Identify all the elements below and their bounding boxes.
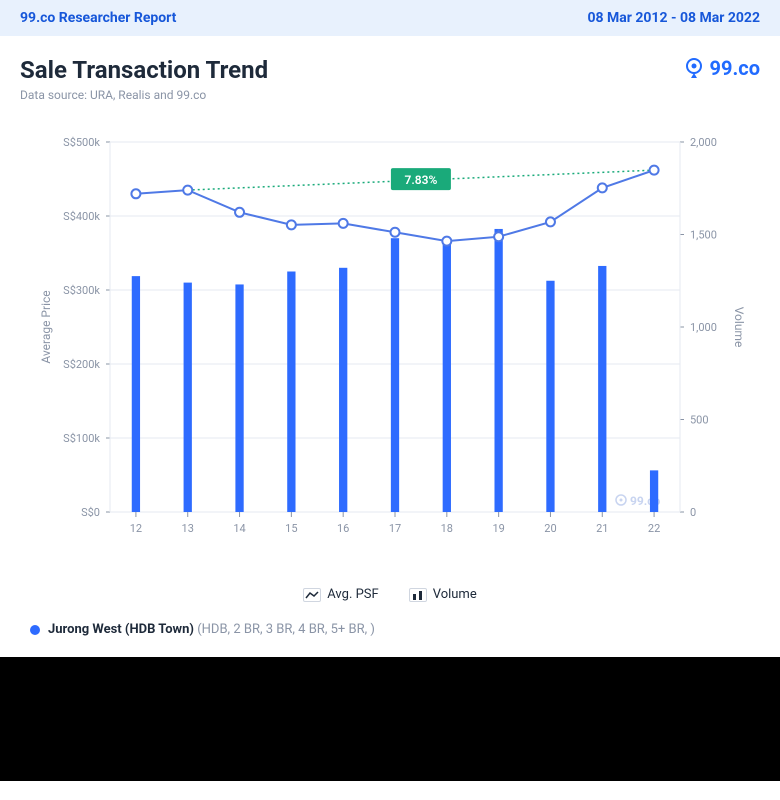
legend-avg-psf[interactable]: Avg. PSF: [303, 587, 378, 602]
svg-text:S$100k: S$100k: [63, 432, 100, 445]
svg-text:16: 16: [337, 522, 349, 535]
svg-text:Average Price: Average Price: [39, 290, 53, 363]
legend-volume-label: Volume: [433, 587, 477, 602]
svg-text:21: 21: [596, 522, 608, 535]
brand-logo: 99.co: [682, 56, 760, 80]
logo-text: 99.co: [710, 56, 760, 80]
content: Sale Transaction Trend Data source: URA,…: [0, 36, 780, 102]
transaction-chart: S$0 S$100k S$200k S$300k S$400k S$500k 0 500 1,0…: [20, 132, 760, 572]
legend: Avg. PSF Volume: [0, 587, 780, 602]
header-date-range: 08 Mar 2012 - 08 Mar 2022: [587, 10, 760, 26]
svg-text:7.83%: 7.83%: [404, 173, 437, 187]
svg-text:19: 19: [492, 522, 504, 535]
page-title: Sale Transaction Trend: [20, 56, 268, 84]
series-sub: (HDB, 2 BR, 3 BR, 4 BR, 5+ BR, ): [197, 622, 375, 637]
svg-text:20: 20: [544, 522, 556, 535]
svg-text:14: 14: [233, 522, 245, 535]
title-block: Sale Transaction Trend Data source: URA,…: [20, 56, 268, 102]
footer-region: [0, 657, 780, 781]
svg-text:17: 17: [389, 522, 401, 535]
line-icon: [303, 588, 321, 602]
legend-avg-psf-label: Avg. PSF: [327, 587, 378, 602]
svg-text:1,000: 1,000: [690, 321, 717, 334]
series-name: Jurong West (HDB Town): [48, 622, 194, 637]
svg-text:S$300k: S$300k: [63, 284, 100, 297]
data-source: Data source: URA, Realis and 99.co: [20, 88, 268, 102]
svg-text:15: 15: [285, 522, 297, 535]
svg-text:500: 500: [690, 414, 709, 427]
svg-text:S$200k: S$200k: [63, 358, 100, 371]
title-row: Sale Transaction Trend Data source: URA,…: [20, 56, 760, 102]
svg-text:S$500k: S$500k: [63, 136, 100, 149]
svg-text:S$400k: S$400k: [63, 210, 100, 223]
header-title: 99.co Researcher Report: [20, 10, 176, 26]
svg-text:13: 13: [182, 522, 194, 535]
svg-text:12: 12: [130, 522, 142, 535]
svg-text:0: 0: [690, 506, 696, 519]
bar-icon: [409, 588, 427, 602]
svg-text:18: 18: [441, 522, 453, 535]
chart-container: S$0 S$100k S$200k S$300k S$400k S$500k 0 500 1,0…: [0, 132, 780, 572]
svg-text:1,500: 1,500: [690, 229, 717, 242]
series-dot: [30, 625, 40, 635]
svg-text:Volume: Volume: [732, 307, 746, 348]
pin-icon: [682, 56, 706, 80]
svg-text:22: 22: [648, 522, 660, 535]
legend-volume[interactable]: Volume: [409, 587, 477, 602]
svg-text:2,000: 2,000: [690, 136, 717, 149]
svg-text:S$0: S$0: [81, 506, 100, 519]
series-row: Jurong West (HDB Town) (HDB, 2 BR, 3 BR,…: [0, 602, 780, 657]
header-bar: 99.co Researcher Report 08 Mar 2012 - 08…: [0, 0, 780, 36]
